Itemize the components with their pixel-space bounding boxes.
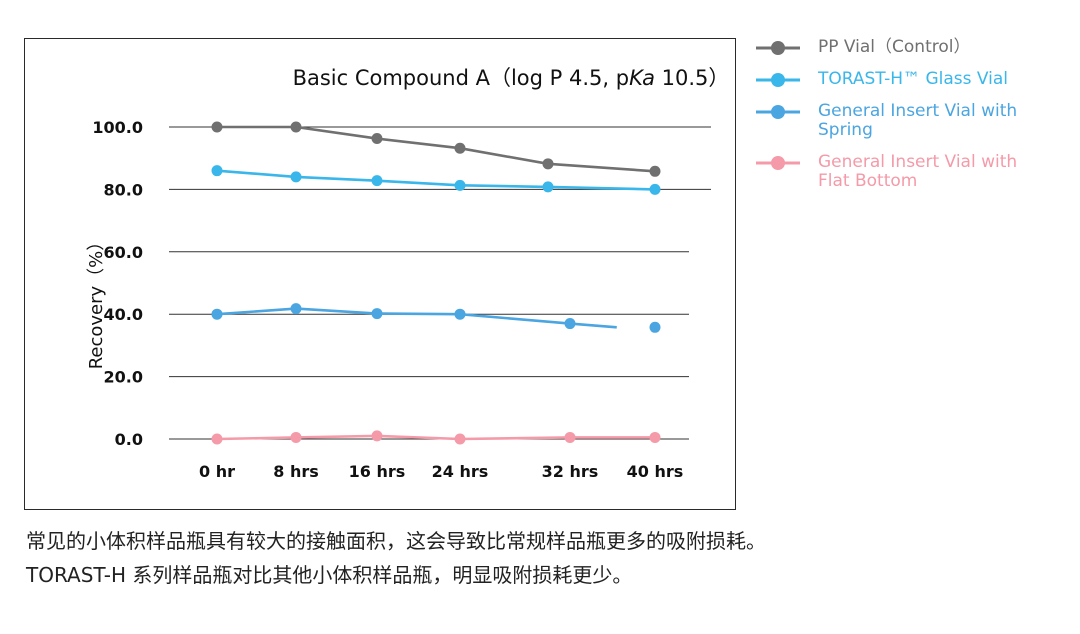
caption-line-2: TORAST-H 系列样品瓶对比其他小体积样品瓶，明显吸附损耗更少。 xyxy=(26,563,633,587)
legend-label: General Insert Vial with Spring xyxy=(818,101,1018,140)
chart-title: Basic Compound A（log P 4.5, pKa 10.5） xyxy=(293,66,730,90)
series-4 xyxy=(211,430,661,445)
legend-label: General Insert Vial with Flat Bottom xyxy=(818,152,1018,191)
y-axis-label: Recovery（%） xyxy=(86,233,107,370)
data-point xyxy=(371,175,383,187)
data-point xyxy=(290,303,302,315)
x-tick-label: 32 hrs xyxy=(542,462,599,481)
legend-swatch xyxy=(756,156,800,170)
series-group xyxy=(211,121,661,445)
y-tick-label: 60.0 xyxy=(104,243,143,262)
data-point xyxy=(564,431,576,443)
legend-swatch xyxy=(756,41,800,55)
data-point xyxy=(371,133,383,145)
legend-item: TORAST-H™ Glass Vial xyxy=(752,70,1052,89)
data-point xyxy=(371,308,383,320)
caption-line-1: 常见的小体积样品瓶具有较大的接触面积，这会导致比常规样品瓶更多的吸附损耗。 xyxy=(26,529,766,553)
line-chart: 100.0 80.0 60.0 40.0 20.0 0.0 0 hr 8 hrs 16 hrs… xyxy=(86,66,730,481)
chart-title-part-2-italic: Ka xyxy=(629,66,655,90)
x-tick-label: 0 hr xyxy=(199,462,235,481)
data-point xyxy=(542,181,554,193)
chart-frame: 100.0 80.0 60.0 40.0 20.0 0.0 0 hr 8 hrs 16 hrs… xyxy=(24,38,736,510)
data-point xyxy=(290,121,302,133)
y-tick-label: 20.0 xyxy=(104,368,143,387)
data-point xyxy=(454,142,466,154)
data-point xyxy=(649,321,661,333)
data-point xyxy=(542,158,554,170)
data-point xyxy=(649,431,661,443)
x-tick-label: 16 hrs xyxy=(349,462,406,481)
y-tick-label: 100.0 xyxy=(92,118,143,137)
data-point xyxy=(371,430,383,442)
x-tick-label: 40 hrs xyxy=(627,462,684,481)
data-point xyxy=(290,171,302,183)
data-point xyxy=(454,433,466,445)
data-point xyxy=(211,433,223,445)
series-line xyxy=(216,434,655,441)
caption: 常见的小体积样品瓶具有较大的接触面积，这会导致比常规样品瓶更多的吸附损耗。 TO… xyxy=(26,524,1066,592)
legend-item: PP Vial（Control） xyxy=(752,38,1052,57)
x-tick-label: 24 hrs xyxy=(432,462,489,481)
data-point xyxy=(454,179,466,191)
data-point xyxy=(211,121,223,133)
data-point xyxy=(290,431,302,443)
legend-swatch xyxy=(756,73,800,87)
legend-item: General Insert Vial with Spring xyxy=(752,102,1052,140)
chart-title-part-3: 10.5） xyxy=(655,66,729,90)
y-tick-label: 80.0 xyxy=(104,180,143,199)
data-point xyxy=(649,183,661,195)
y-tick-label: 40.0 xyxy=(104,305,143,324)
series-2 xyxy=(211,165,661,195)
legend-label: PP Vial（Control） xyxy=(818,37,971,57)
legend-swatch xyxy=(756,105,800,119)
x-tick-label: 8 hrs xyxy=(273,462,319,481)
x-axis-ticks: 0 hr 8 hrs 16 hrs 24 hrs 32 hrs 40 hrs xyxy=(199,462,683,481)
y-tick-label: 0.0 xyxy=(115,430,143,449)
series-1 xyxy=(211,121,661,177)
series-3 xyxy=(211,303,661,333)
chart-title-part-1: Basic Compound A（log P 4.5, p xyxy=(293,66,630,90)
series-line xyxy=(216,169,656,191)
legend-label: TORAST-H™ Glass Vial xyxy=(818,69,1009,89)
legend: PP Vial（Control） TORAST-H™ Glass Vial Gene… xyxy=(752,38,1052,204)
legend-item: General Insert Vial with Flat Bottom xyxy=(752,153,1052,191)
data-point xyxy=(211,165,223,177)
data-point xyxy=(564,318,576,330)
data-point xyxy=(211,308,223,320)
series-line xyxy=(216,307,617,329)
data-point xyxy=(649,165,661,177)
series-line xyxy=(217,125,656,173)
data-point xyxy=(454,308,466,320)
y-axis-ticks: 100.0 80.0 60.0 40.0 20.0 0.0 xyxy=(92,118,143,449)
